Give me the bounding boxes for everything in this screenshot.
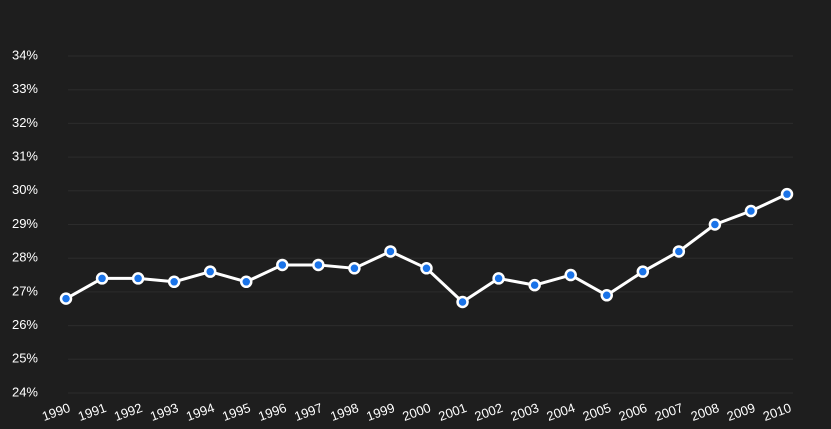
x-tick-label: 1992 — [112, 400, 144, 424]
x-tick-label: 2008 — [689, 400, 721, 424]
marker — [420, 262, 433, 275]
y-tick-label: 24% — [12, 384, 38, 399]
x-tick-label: 1996 — [256, 400, 288, 424]
marker — [708, 218, 722, 231]
x-tick-label: 1994 — [184, 400, 216, 424]
marker — [384, 245, 397, 258]
x-tick-label: 1999 — [364, 400, 396, 424]
marker — [528, 278, 541, 292]
x-tick-label: 2000 — [400, 400, 432, 424]
y-tick-label: 30% — [12, 182, 38, 197]
marker — [167, 275, 181, 289]
y-tick-label: 33% — [12, 81, 38, 96]
y-tick-label: 28% — [12, 250, 38, 265]
x-tick-label: 2010 — [761, 400, 793, 424]
marker — [240, 275, 253, 289]
marker — [203, 265, 217, 278]
x-tick-label: 2001 — [436, 400, 468, 424]
y-tick-label: 26% — [12, 317, 38, 332]
y-tick-label: 32% — [12, 115, 38, 130]
marker — [564, 268, 577, 282]
x-tick-label: 2007 — [653, 400, 685, 424]
marker — [131, 272, 145, 285]
x-tick-label: 1997 — [292, 400, 324, 424]
y-tick-label: 29% — [12, 216, 38, 231]
x-tick-label: 1990 — [40, 400, 72, 424]
y-tick-label: 31% — [12, 149, 38, 164]
marker — [456, 295, 469, 309]
x-tick-label: 1998 — [328, 400, 360, 424]
marker — [95, 272, 109, 285]
x-tick-label: 2003 — [509, 400, 541, 424]
marker — [492, 272, 505, 285]
marker — [636, 265, 650, 278]
marker — [672, 245, 686, 258]
x-tick-label: 1993 — [148, 400, 180, 424]
y-tick-label: 27% — [12, 283, 38, 298]
x-tick-label: 2004 — [545, 400, 577, 424]
x-tick-label: 2006 — [617, 400, 649, 424]
marker — [780, 187, 794, 201]
x-tick-label: 2005 — [581, 400, 613, 424]
x-tick-label: 1991 — [76, 400, 108, 424]
x-tick-label: 1995 — [220, 400, 252, 424]
x-tick-label: 2002 — [472, 400, 504, 424]
marker — [276, 258, 289, 272]
marker — [312, 258, 325, 272]
marker — [600, 289, 613, 302]
marker — [348, 262, 361, 275]
y-tick-label: 25% — [12, 351, 38, 366]
y-tick-label: 34% — [12, 47, 38, 62]
marker — [59, 292, 73, 305]
marker — [744, 204, 758, 218]
x-tick-label: 2009 — [725, 400, 757, 424]
